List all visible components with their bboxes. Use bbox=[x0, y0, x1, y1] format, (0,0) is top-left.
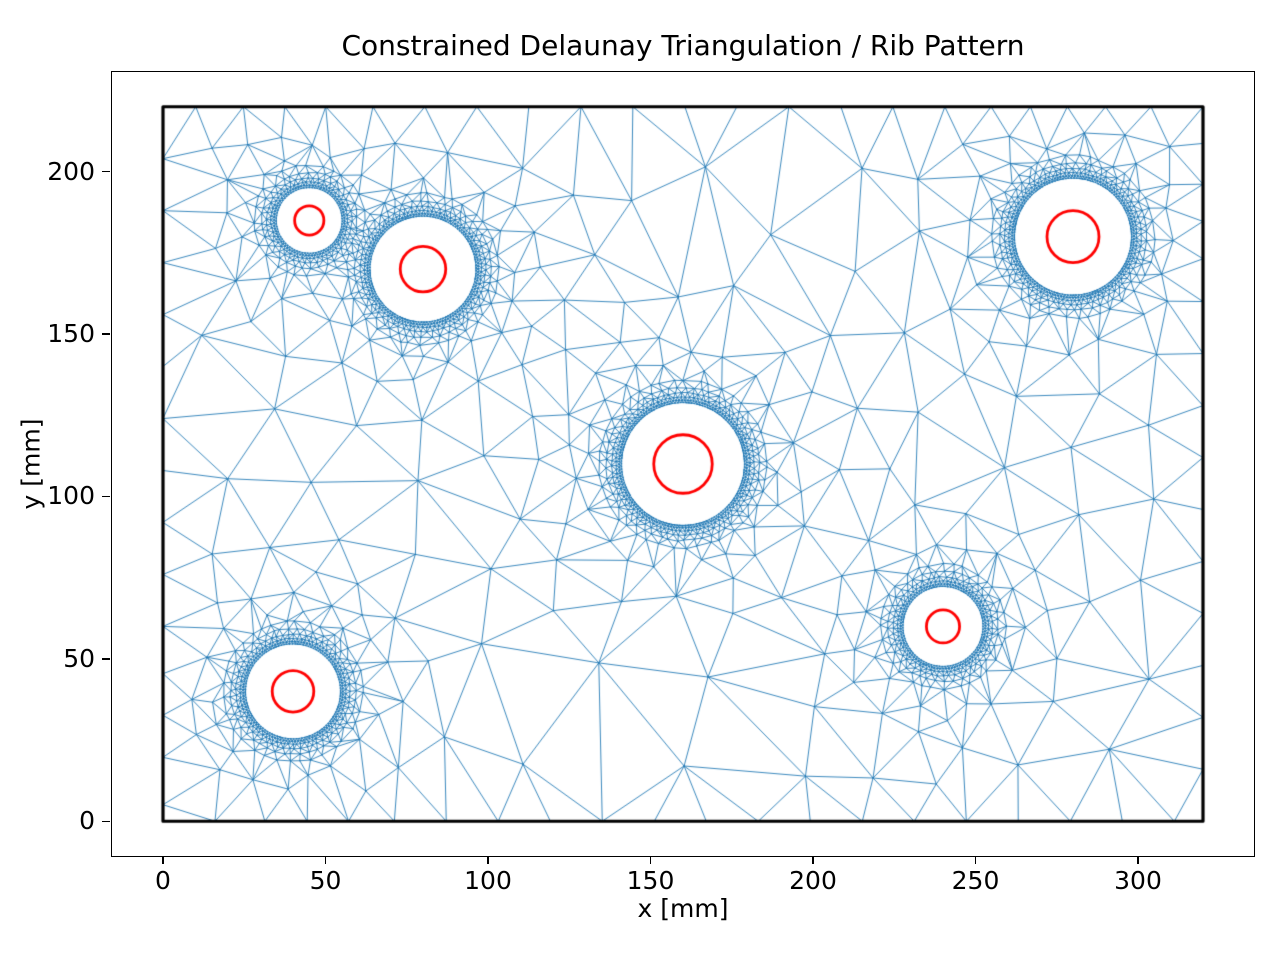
x-tick-label: 50 bbox=[309, 866, 342, 895]
y-tick-label: 200 bbox=[47, 156, 95, 186]
y-tick-mark bbox=[102, 333, 110, 335]
x-tick-mark bbox=[974, 856, 977, 864]
x-tick-label: 100 bbox=[464, 866, 512, 895]
y-tick-mark bbox=[102, 820, 110, 823]
x-tick-label: 0 bbox=[155, 866, 171, 895]
y-tick-label: 0 bbox=[79, 806, 95, 836]
x-tick-mark bbox=[812, 856, 814, 864]
x-tick-mark bbox=[1137, 856, 1139, 864]
x-tick-mark bbox=[649, 856, 652, 864]
y-tick-mark bbox=[102, 658, 110, 660]
y-tick-label: 50 bbox=[63, 643, 95, 673]
y-tick-mark bbox=[102, 170, 110, 173]
x-tick-label: 250 bbox=[951, 866, 1000, 895]
y-tick-label: 150 bbox=[47, 319, 95, 349]
x-tick-mark bbox=[324, 856, 327, 864]
y-tick-label: 100 bbox=[47, 481, 95, 511]
plot-title: Constrained Delaunay Triangulation / Rib… bbox=[341, 29, 1025, 62]
x-tick-mark bbox=[487, 856, 489, 864]
y-tick-mark bbox=[102, 495, 110, 498]
x-tick-label: 150 bbox=[626, 866, 675, 895]
x-tick-mark bbox=[162, 856, 164, 864]
x-tick-label: 200 bbox=[789, 866, 837, 895]
x-tick-label: 300 bbox=[1114, 866, 1162, 895]
x-axis-label: x [mm] bbox=[637, 894, 729, 923]
